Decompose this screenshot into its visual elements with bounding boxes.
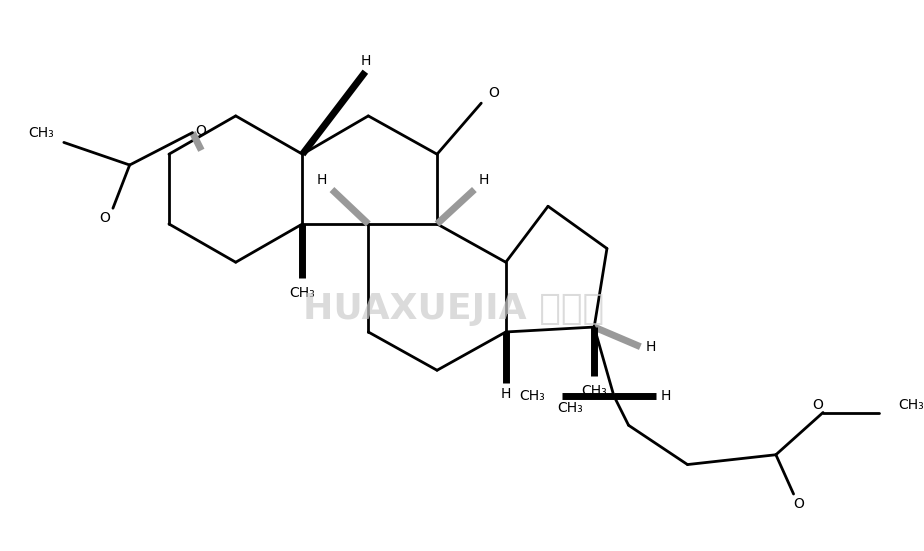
Text: HUAXUEJIA 化学加: HUAXUEJIA 化学加 — [303, 293, 604, 326]
Text: H: H — [501, 387, 511, 401]
Text: O: O — [195, 123, 206, 138]
Text: H: H — [317, 173, 327, 187]
Text: CH₃: CH₃ — [289, 285, 315, 300]
Text: H: H — [646, 340, 656, 354]
Text: O: O — [813, 398, 823, 412]
Text: CH₃: CH₃ — [899, 398, 924, 412]
Text: H: H — [360, 54, 371, 68]
Text: H: H — [661, 389, 671, 403]
Text: CH₃: CH₃ — [581, 384, 607, 398]
Text: CH₃: CH₃ — [557, 401, 582, 414]
Text: H: H — [479, 173, 490, 187]
Text: O: O — [489, 87, 500, 100]
Text: O: O — [793, 497, 804, 511]
Text: O: O — [100, 211, 111, 225]
Text: CH₃: CH₃ — [29, 126, 54, 139]
Text: CH₃: CH₃ — [519, 389, 545, 403]
